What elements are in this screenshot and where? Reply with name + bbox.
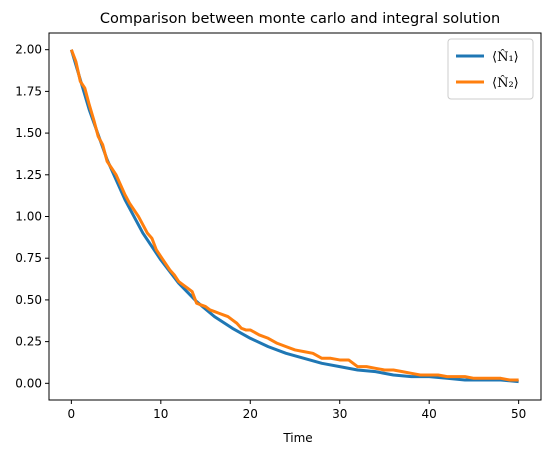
y-tick-label: 0.50 (15, 293, 42, 307)
x-tick-label: 10 (153, 407, 168, 421)
x-tick-label: 20 (243, 407, 258, 421)
y-tick-label: 1.25 (15, 168, 42, 182)
series-line-1 (69, 49, 519, 384)
y-tick-label: 0.25 (15, 335, 42, 349)
chart-title: Comparison between monte carlo and integ… (100, 11, 500, 27)
y-tick-label: 1.50 (15, 126, 42, 140)
x-tick-label: 30 (332, 407, 347, 421)
axes: 0 10 20 30 40 50 0.00 0.25 0.50 0.75 1.00 1.25 1.50 1… (15, 32, 542, 421)
y-tick-label: 1.75 (15, 84, 42, 98)
x-tick-label: 50 (511, 407, 526, 421)
plot-area (69, 49, 519, 384)
y-tick-label: 1.00 (15, 210, 42, 224)
legend: ⟨N̂₁⟩ ⟨N̂₂⟩ (447, 38, 534, 100)
x-tick-label: 0 (68, 407, 76, 421)
y-tick-label: 0.75 (15, 251, 42, 265)
y-tick-label: 0.00 (15, 376, 42, 390)
legend-label-1: ⟨N̂₁⟩ (492, 49, 519, 65)
y-tick-label: 2.00 (15, 43, 42, 57)
x-axis-label: Time (282, 431, 312, 445)
legend-label-2: ⟨N̂₂⟩ (492, 75, 519, 91)
series-line-2 (69, 49, 519, 382)
legend-box (447, 38, 534, 100)
x-tick-label: 40 (422, 407, 437, 421)
